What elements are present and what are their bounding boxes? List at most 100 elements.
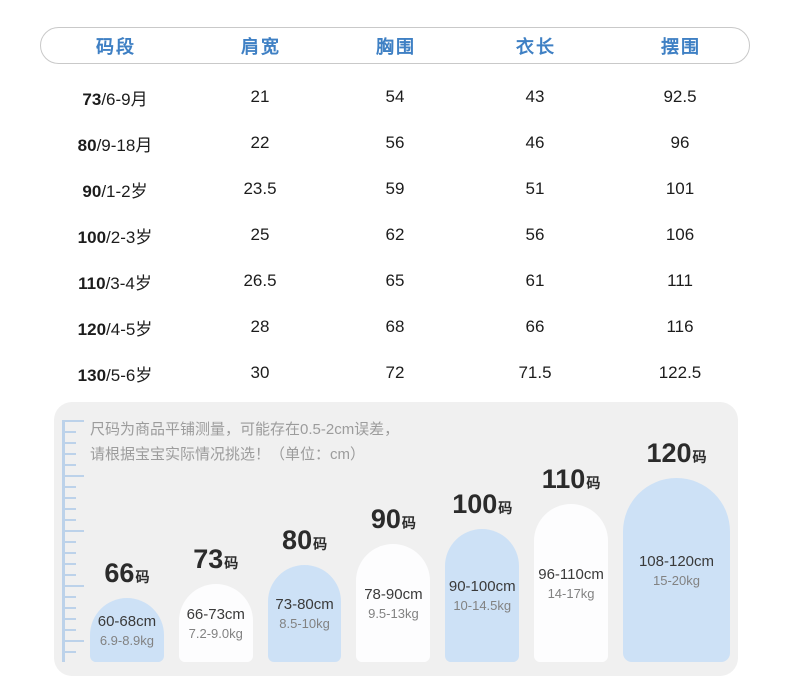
bar-column-100: 100码 90-100cm 10-14.5kg — [445, 489, 520, 662]
bar-90: 78-90cm 9.5-13kg — [356, 544, 431, 662]
cell-chest: 59 — [385, 179, 405, 198]
bar-height-range: 78-90cm — [364, 585, 423, 603]
cell-size-range: 100/2-3岁 — [40, 223, 190, 248]
note-line-1: 尺码为商品平铺测量，可能存在0.5-2cm误差， — [90, 421, 400, 438]
header-shoulder: 肩宽 — [241, 36, 281, 57]
table-row: 73/6-9月 21 54 43 92.5 — [40, 74, 750, 120]
size-table: 码段 肩宽 胸围 衣长 摆围 73/6-9月 21 54 43 92.5 80/… — [40, 27, 750, 396]
note-line-2: 请根据宝宝实际情况挑选！（单位：cm） — [90, 445, 365, 463]
cell-size-range: 120/4-5岁 — [40, 315, 190, 340]
cell-chest: 56 — [385, 133, 405, 152]
table-row: 90/1-2岁 23.5 59 51 101 — [40, 166, 750, 212]
size-number: 90 — [82, 181, 102, 201]
bar-column-110: 110码 96-110cm 14-17kg — [534, 464, 608, 662]
bar-73: 66-73cm 7.2-9.0kg — [178, 584, 253, 662]
size-age: /6-9月 — [101, 89, 148, 109]
size-age: /3-4岁 — [105, 273, 152, 293]
cell-length: 51 — [525, 179, 545, 198]
bar-weight-range: 6.9-8.9kg — [99, 632, 155, 648]
bar-weight-range: 15-20kg — [653, 572, 700, 588]
cell-shoulder: 25 — [250, 225, 270, 244]
bar-weight-range: 8.5-10kg — [279, 616, 330, 631]
table-row: 120/4-5岁 28 68 66 116 — [40, 304, 750, 350]
cell-size-range: 90/1-2岁 — [40, 177, 190, 202]
size-age: /1-2岁 — [101, 181, 148, 201]
table-row: 100/2-3岁 25 62 56 106 — [40, 212, 750, 258]
bar-column-73: 73码 66-73cm 7.2-9.0kg — [178, 544, 253, 662]
cell-hem: 122.5 — [658, 363, 702, 382]
bar-weight-range: 10-14.5kg — [453, 598, 512, 613]
bar-weight-range: 14-17kg — [547, 585, 595, 601]
cell-size-range: 130/5-6岁 — [40, 361, 190, 386]
table-row: 80/9-18月 22 56 46 96 — [40, 120, 750, 166]
cell-length: 66 — [525, 317, 545, 336]
cell-hem: 101 — [665, 179, 695, 198]
size-number: 110 — [78, 273, 106, 293]
bar-height-range: 90-100cm — [448, 578, 516, 595]
bar-height-range: 66-73cm — [186, 605, 245, 623]
bar-height-range: 60-68cm — [97, 612, 157, 630]
cell-hem: 111 — [667, 271, 693, 290]
header-chest: 胸围 — [376, 36, 416, 57]
bar-height-range: 108-120cm — [638, 552, 715, 570]
cell-length: 43 — [525, 87, 545, 106]
cell-hem: 96 — [670, 133, 690, 152]
size-age: /9-18月 — [96, 135, 153, 155]
header-length: 衣长 — [516, 36, 556, 57]
cell-shoulder: 28 — [250, 317, 270, 336]
cell-chest: 65 — [385, 271, 405, 290]
bar-weight-range: 7.2-9.0kg — [188, 625, 243, 641]
cell-chest: 68 — [385, 317, 405, 336]
bar-80: 73-80cm 8.5-10kg — [267, 565, 342, 662]
cell-size-range: 73/6-9月 — [40, 85, 190, 110]
table-row: 130/5-6岁 30 72 71.5 122.5 — [40, 350, 750, 396]
cell-length: 61 — [525, 271, 545, 290]
measurement-note: 尺码为商品平铺测量，可能存在0.5-2cm误差， 请根据宝宝实际情况挑选！（单位… — [90, 418, 399, 468]
ruler-icon — [62, 420, 88, 662]
bar-120: 108-120cm 15-20kg — [622, 478, 731, 662]
header-hem: 摆围 — [661, 36, 701, 57]
cell-shoulder: 30 — [250, 363, 270, 382]
size-number: 120 — [77, 319, 107, 339]
cell-size-range: 110/3-4岁 — [40, 269, 190, 294]
cell-length: 46 — [525, 133, 545, 152]
size-age: /2-3岁 — [106, 227, 153, 247]
table-body: 73/6-9月 21 54 43 92.5 80/9-18月 22 56 46 … — [40, 74, 750, 396]
bar-size-label: 80码 — [282, 525, 328, 555]
bar-size-label: 100码 — [452, 489, 513, 519]
cell-shoulder: 23.5 — [243, 179, 277, 198]
size-age: /4-5岁 — [106, 319, 153, 339]
table-row: 110/3-4岁 26.5 65 61 111 — [40, 258, 750, 304]
size-number: 73 — [82, 89, 102, 109]
size-number: 100 — [77, 227, 107, 247]
bar-size-label: 110码 — [541, 464, 601, 494]
cell-length: 56 — [525, 225, 545, 244]
bar-size-label: 90码 — [370, 504, 416, 534]
bar-weight-range: 9.5-13kg — [368, 605, 419, 621]
bar-column-66: 66码 60-68cm 6.9-8.9kg — [90, 558, 164, 662]
cell-size-range: 80/9-18月 — [40, 131, 190, 156]
bar-size-label: 120码 — [646, 438, 707, 468]
bar-66: 60-68cm 6.9-8.9kg — [90, 598, 164, 662]
bar-column-90: 90码 78-90cm 9.5-13kg — [356, 504, 431, 662]
size-guide-panel: 尺码为商品平铺测量，可能存在0.5-2cm误差， 请根据宝宝实际情况挑选！（单位… — [54, 402, 738, 676]
size-number: 80 — [77, 135, 97, 155]
bar-column-80: 80码 73-80cm 8.5-10kg — [267, 525, 342, 662]
cell-shoulder: 21 — [250, 87, 270, 106]
bar-size-label: 66码 — [104, 558, 150, 588]
cell-shoulder: 26.5 — [243, 271, 277, 290]
bar-100: 90-100cm 10-14.5kg — [445, 529, 520, 662]
cell-hem: 106 — [665, 225, 695, 244]
cell-chest: 62 — [385, 225, 405, 244]
cell-chest: 54 — [385, 87, 405, 106]
bar-column-120: 120码 108-120cm 15-20kg — [622, 438, 731, 662]
size-bars: 66码 60-68cm 6.9-8.9kg 73码 66-73cm 7.2-9.… — [90, 438, 731, 662]
size-age: /5-6岁 — [106, 365, 153, 385]
bar-height-range: 96-110cm — [538, 565, 604, 583]
bar-110: 96-110cm 14-17kg — [534, 504, 608, 662]
cell-length: 71.5 — [518, 363, 552, 382]
size-number: 130 — [77, 365, 107, 385]
cell-shoulder: 22 — [250, 133, 270, 152]
table-header: 码段 肩宽 胸围 衣长 摆围 — [40, 27, 750, 64]
cell-hem: 116 — [666, 317, 694, 336]
